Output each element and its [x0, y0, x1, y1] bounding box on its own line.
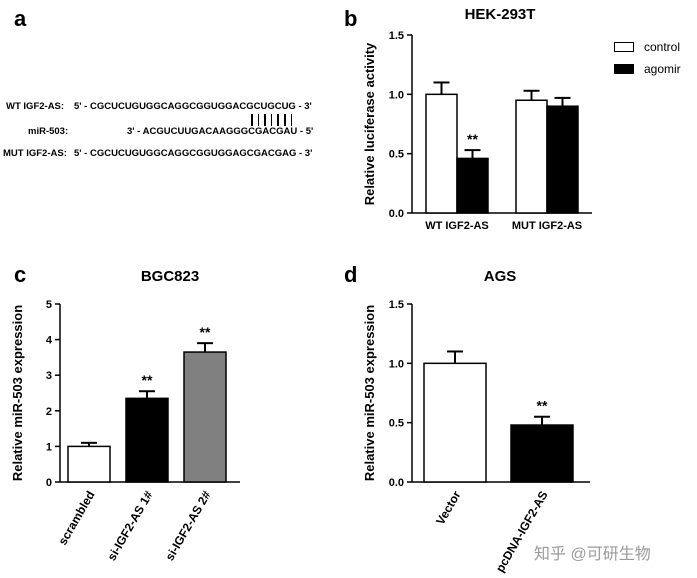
bar — [425, 93, 458, 214]
legend-swatch-control — [614, 42, 634, 52]
x-tick-label: si-IGF2-AS 2# — [162, 488, 213, 563]
panel-label-d: d — [344, 262, 358, 287]
significance-marker: ** — [537, 398, 548, 414]
significance-marker: ** — [467, 131, 478, 147]
chart-title-c: BGC823 — [140, 268, 200, 285]
bar — [183, 351, 227, 483]
panel-label-c: c — [14, 262, 27, 287]
x-tick-label: si-IGF2-AS 1# — [104, 488, 155, 563]
seq-label-mir: miR-503: — [28, 126, 69, 137]
x-tick-label: WT IGF2-AS — [425, 220, 489, 232]
y-tick-label: 4 — [46, 335, 53, 347]
seq-label-mut: MUT IGF2-AS: — [3, 148, 67, 159]
pairing-mark — [290, 114, 293, 126]
y-tick-label: 0.5 — [389, 149, 404, 161]
bar — [510, 424, 574, 483]
seq-wt: 5' - CGCUCUGUGGCAGGCGGUGGACGCUGCUG - 3' — [74, 101, 312, 112]
seq-label-wt: WT IGF2-AS: — [6, 101, 65, 112]
pairing-mark — [284, 114, 286, 126]
significance-marker: ** — [142, 372, 153, 388]
x-tick-label: scrambled — [55, 489, 97, 548]
y-tick-label: 0.0 — [389, 477, 404, 489]
pairing-marks — [251, 114, 301, 126]
pairing-mark — [264, 114, 266, 126]
watermark: 知乎 @可研生物 — [534, 546, 651, 563]
y-axis-label: Relative miR-503 expression — [10, 305, 25, 481]
y-tick-label: 0.5 — [389, 418, 404, 430]
pairing-mark — [277, 114, 279, 126]
y-tick-label: 1.5 — [389, 299, 404, 311]
seq-mir: 3' - ACGUCUUGACAAGGGCGACGAU - 5' — [127, 126, 314, 137]
legend-label-control: control — [644, 40, 681, 54]
y-tick-label: 1.0 — [389, 89, 404, 101]
y-tick-label: 2 — [46, 406, 52, 418]
y-tick-label: 1.5 — [389, 30, 404, 42]
x-tick-label: Vector — [433, 488, 464, 527]
y-tick-label: 1.0 — [389, 358, 404, 370]
chart-title-b: HEK-293T — [464, 6, 536, 23]
y-tick-label: 5 — [46, 299, 52, 311]
y-tick-label: 3 — [46, 370, 52, 382]
y-axis-label: Relative miR-503 expression — [362, 305, 377, 481]
pairing-mark — [270, 114, 273, 126]
legend-swatch-agomir — [614, 64, 634, 74]
panel-label-a: a — [14, 6, 27, 31]
bar — [125, 397, 169, 483]
y-tick-label: 0.0 — [389, 208, 404, 220]
bar — [546, 105, 579, 214]
seq-mut: 5' - CGCUCUGUGGCAGGCGGUGGAGCGACGAG - 3' — [74, 148, 313, 159]
bar — [423, 362, 487, 483]
y-axis-label: Relative luciferase activity — [362, 42, 377, 205]
panel-label-b: b — [344, 6, 358, 31]
y-tick-label: 0 — [46, 477, 52, 489]
x-tick-label: MUT IGF2-AS — [512, 220, 582, 232]
bar — [515, 99, 548, 214]
y-tick-label: 1 — [46, 441, 52, 453]
significance-marker: ** — [200, 324, 211, 340]
pairing-mark — [257, 114, 260, 126]
legend-label-agomir: agomir — [644, 62, 681, 76]
bar — [67, 445, 111, 483]
pairing-mark — [251, 114, 253, 126]
bar — [456, 157, 489, 214]
chart-title-d: AGS — [483, 268, 517, 285]
